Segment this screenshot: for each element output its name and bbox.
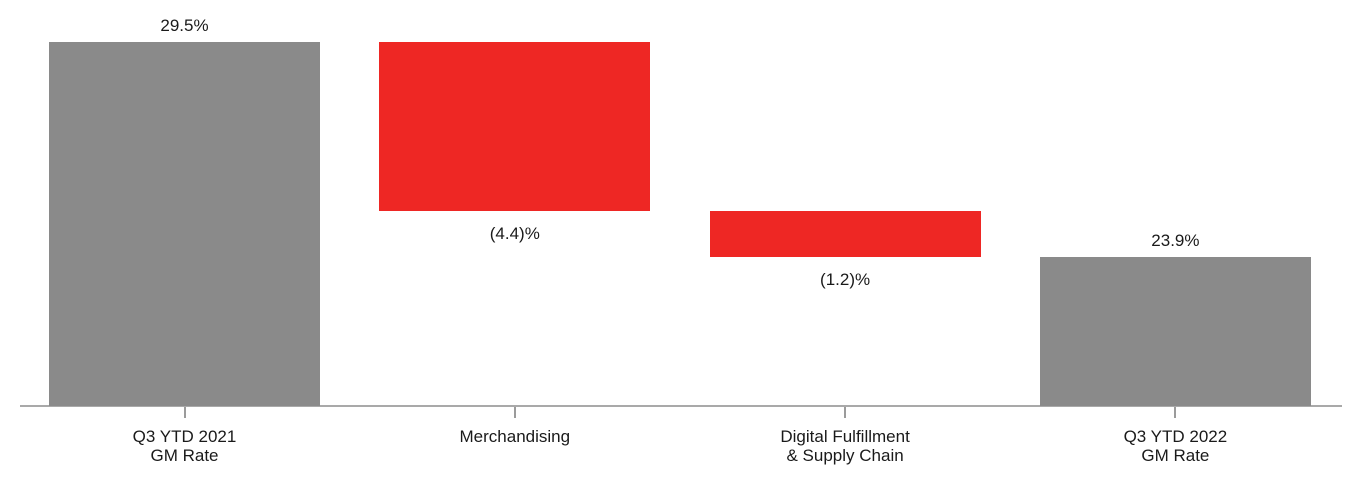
bar-q3-ytd-2022-gm-rate: [1039, 256, 1311, 406]
category-label-merchandising: Merchandising: [350, 427, 680, 446]
category-label-line: GM Rate: [1141, 446, 1210, 465]
category-label-line: Merchandising: [459, 427, 571, 446]
x-axis-tick-q3-ytd-2022-gm-rate: [1174, 407, 1177, 418]
category-label-q3-ytd-2021-gm-rate: Q3 YTD 2021 GM Rate: [20, 427, 350, 465]
x-axis-line: [20, 405, 1342, 407]
category-label-line: Digital Fulfillment: [780, 427, 910, 446]
x-axis-tick-digital-fulfillment-supply-chain: [844, 407, 847, 418]
value-label-q3-ytd-2021-gm-rate: 29.5%: [160, 16, 209, 35]
value-label-merchandising: (4.4)%: [489, 223, 540, 243]
category-label-line: Q3 YTD 2021: [132, 427, 237, 446]
category-label-line: & Supply Chain: [786, 446, 904, 465]
bar-merchandising: [379, 42, 651, 211]
value-label-q3-ytd-2022-gm-rate: 23.9%: [1151, 230, 1200, 250]
bar-q3-ytd-2021-gm-rate: [49, 42, 320, 406]
x-axis-tick-q3-ytd-2021-gm-rate: [183, 407, 186, 418]
category-label-line: GM Rate: [150, 446, 219, 465]
category-label-q3-ytd-2022-gm-rate: Q3 YTD 2022 GM Rate: [1010, 427, 1340, 465]
bar-digital-fulfillment-supply-chain: [709, 210, 981, 257]
category-label-line: Q3 YTD 2022: [1123, 427, 1228, 446]
value-label-digital-fulfillment-supply-chain: (1.2)%: [820, 269, 871, 289]
x-axis-tick-merchandising: [513, 407, 516, 418]
category-label-digital-fulfillment-supply-chain: Digital Fulfillment & Supply Chain: [680, 427, 1010, 465]
